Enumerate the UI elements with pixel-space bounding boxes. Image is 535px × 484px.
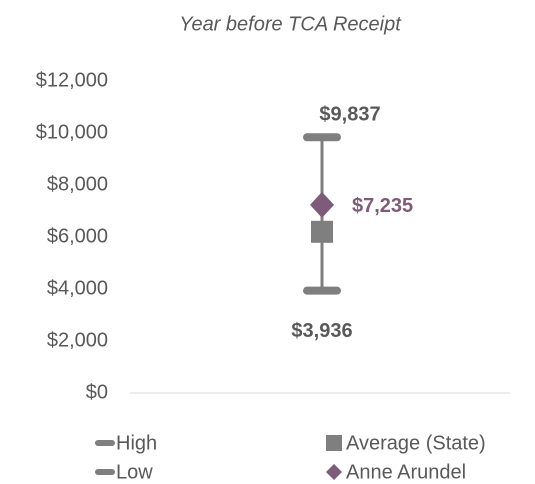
- y-tick-label: $12,000: [36, 69, 108, 91]
- y-tick-label: $4,000: [47, 277, 108, 299]
- y-tick-label: $8,000: [47, 173, 108, 195]
- chart-subtitle: Year before TCA Receipt: [179, 13, 402, 35]
- data-label: $9,837: [319, 104, 380, 126]
- y-tick-label: $0: [86, 381, 108, 403]
- legend-label: Low: [116, 461, 153, 483]
- average-marker: [311, 220, 333, 243]
- legend-swatch: [95, 469, 115, 475]
- y-tick-label: $6,000: [47, 225, 108, 247]
- data-label: $7,235: [352, 195, 413, 217]
- legend-label: High: [116, 432, 157, 454]
- data-label: $3,936: [291, 320, 352, 342]
- y-tick-label: $2,000: [47, 329, 108, 351]
- y-tick-label: $10,000: [36, 121, 108, 143]
- legend-swatch: [326, 464, 342, 480]
- county-marker: [310, 191, 334, 218]
- legend-swatch: [326, 435, 342, 451]
- legend-label: Anne Arundel: [346, 461, 466, 483]
- legend-swatch: [95, 440, 115, 446]
- legend-label: Average (State): [346, 432, 486, 454]
